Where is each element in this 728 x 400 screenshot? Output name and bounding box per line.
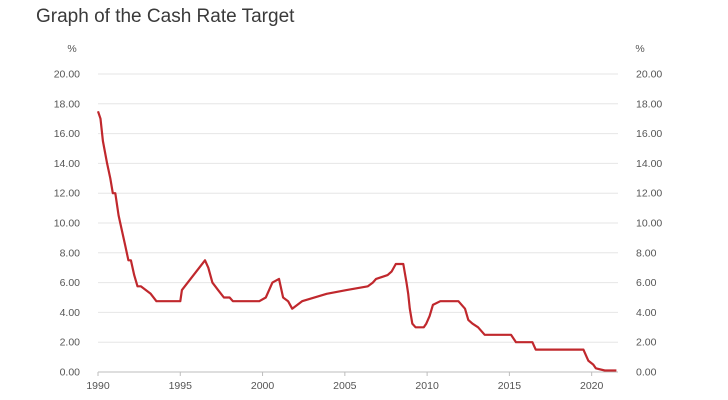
cash-rate-series-line bbox=[96, 110, 617, 372]
y-tick-label-right: 14.00 bbox=[636, 158, 662, 170]
y-tick-label-left: 16.00 bbox=[54, 128, 80, 140]
y-tick-label-left: 8.00 bbox=[60, 247, 81, 259]
y-axis-left: 0.00 2.00 4.00 6.00 8.00 10.00 12.00 14.00 16.00… bbox=[54, 69, 80, 379]
y-axis-right: 0.00 2.00 4.00 6.00 8.00 10.00 12.00 14.00 16.00… bbox=[636, 69, 662, 379]
y-tick-label-left: 6.00 bbox=[60, 277, 81, 289]
x-tick-label: 2000 bbox=[251, 380, 275, 392]
y-tick-label-right: 12.00 bbox=[636, 188, 662, 200]
left-unit-label: % bbox=[67, 43, 76, 55]
y-tick-label-right: 4.00 bbox=[636, 307, 657, 319]
x-tick-label: 2020 bbox=[580, 380, 604, 392]
y-tick-label-right: 0.00 bbox=[636, 367, 657, 379]
x-tick-label: 1990 bbox=[86, 380, 110, 392]
x-axis: 1990 1995 2000 2005 2010 2015 2020 bbox=[86, 371, 618, 392]
y-tick-label-right: 6.00 bbox=[636, 277, 657, 289]
grid-lines bbox=[98, 73, 618, 343]
y-tick-label-right: 20.00 bbox=[636, 69, 662, 81]
y-tick-label-right: 18.00 bbox=[636, 98, 662, 110]
y-tick-label-right: 16.00 bbox=[636, 128, 662, 140]
y-tick-label-right: 8.00 bbox=[636, 247, 657, 259]
x-tick-label: 2005 bbox=[333, 380, 357, 392]
y-tick-label-left: 0.00 bbox=[60, 367, 81, 379]
y-tick-label-left: 2.00 bbox=[60, 337, 81, 349]
y-tick-label-left: 10.00 bbox=[54, 218, 80, 230]
right-unit-label: % bbox=[635, 43, 644, 55]
y-tick-label-left: 20.00 bbox=[54, 69, 80, 81]
y-tick-label-left: 18.00 bbox=[54, 98, 80, 110]
chart-title: Graph of the Cash Rate Target bbox=[36, 6, 295, 27]
y-tick-label-right: 2.00 bbox=[636, 337, 657, 349]
x-tick-label: 2010 bbox=[415, 380, 439, 392]
x-tick-label: 1995 bbox=[169, 380, 193, 392]
y-tick-label-right: 10.00 bbox=[636, 218, 662, 230]
y-tick-label-left: 14.00 bbox=[54, 158, 80, 170]
x-tick-label: 2015 bbox=[498, 380, 522, 392]
y-tick-label-left: 12.00 bbox=[54, 188, 80, 200]
y-tick-label-left: 4.00 bbox=[60, 307, 81, 319]
